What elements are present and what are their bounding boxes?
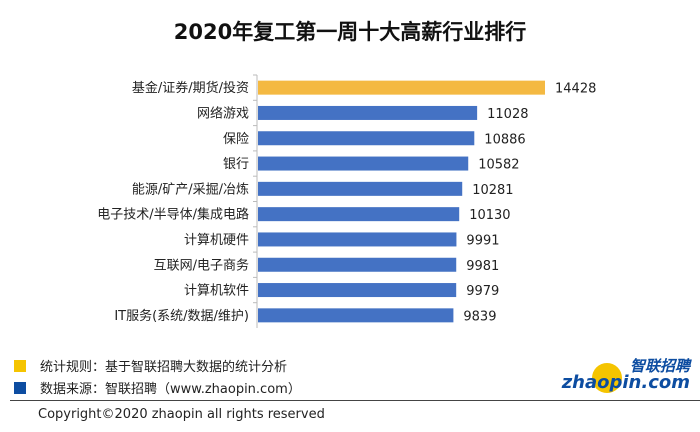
data-label: 10130 — [469, 208, 510, 223]
logo-en: zhaopin.com — [561, 372, 690, 393]
bar — [258, 257, 457, 272]
category-label: 计算机软件 — [184, 284, 249, 299]
data-label: 10886 — [484, 132, 525, 147]
category-label: 基金/证券/期货/投资 — [132, 80, 249, 96]
bar — [258, 283, 457, 298]
copyright: Copyright©2020 zhaopin all rights reserv… — [38, 407, 325, 422]
bar — [258, 207, 460, 222]
note-rule: 统计规则：基于智联招聘大数据的统计分析 — [14, 356, 287, 375]
category-label: 电子技术/半导体/集成电路 — [97, 207, 249, 223]
data-label: 10281 — [472, 183, 513, 198]
bar — [258, 232, 457, 247]
divider — [10, 400, 700, 401]
chart-title: 2020年复工第一周十大高薪行业排行 — [173, 20, 527, 44]
data-label: 14428 — [555, 82, 596, 97]
logo-cn: 智联招聘 — [629, 357, 690, 375]
bar — [258, 181, 463, 196]
category-label: 保险 — [223, 132, 249, 147]
data-label: 9979 — [466, 284, 499, 299]
note-source: 数据来源：智联招聘（www.zhaopin.com） — [14, 378, 301, 397]
zhaopin-logo: 智联招聘 zhaopin.com — [550, 355, 690, 395]
data-label: 9981 — [466, 259, 499, 274]
category-label: 互联网/电子商务 — [154, 257, 249, 273]
data-label: 11028 — [487, 107, 528, 122]
bar — [258, 105, 478, 120]
category-label: 计算机硬件 — [184, 233, 249, 248]
bar — [258, 308, 454, 323]
data-label: 9839 — [463, 309, 496, 324]
data-label: 10582 — [478, 158, 519, 173]
bar — [258, 80, 545, 95]
category-label: 网络游戏 — [197, 105, 249, 121]
bar-chart: 基金/证券/期货/投资 14428 网络游戏 11028 保险 10886 银行 10582 能… — [97, 74, 596, 328]
note-source-text: 数据来源：智联招聘（www.zhaopin.com） — [40, 382, 301, 397]
bar — [258, 131, 475, 146]
legend-swatch-yellow — [14, 359, 26, 372]
note-rule-text: 统计规则：基于智联招聘大数据的统计分析 — [40, 360, 288, 375]
category-label: 能源/矿产/采掘/冶炼 — [132, 182, 249, 197]
bar — [258, 156, 469, 171]
category-label: 银行 — [223, 157, 249, 172]
data-label: 9991 — [466, 233, 499, 248]
legend-swatch-blue — [14, 381, 26, 394]
category-label: IT服务(系统/数据/维护) — [114, 308, 249, 324]
